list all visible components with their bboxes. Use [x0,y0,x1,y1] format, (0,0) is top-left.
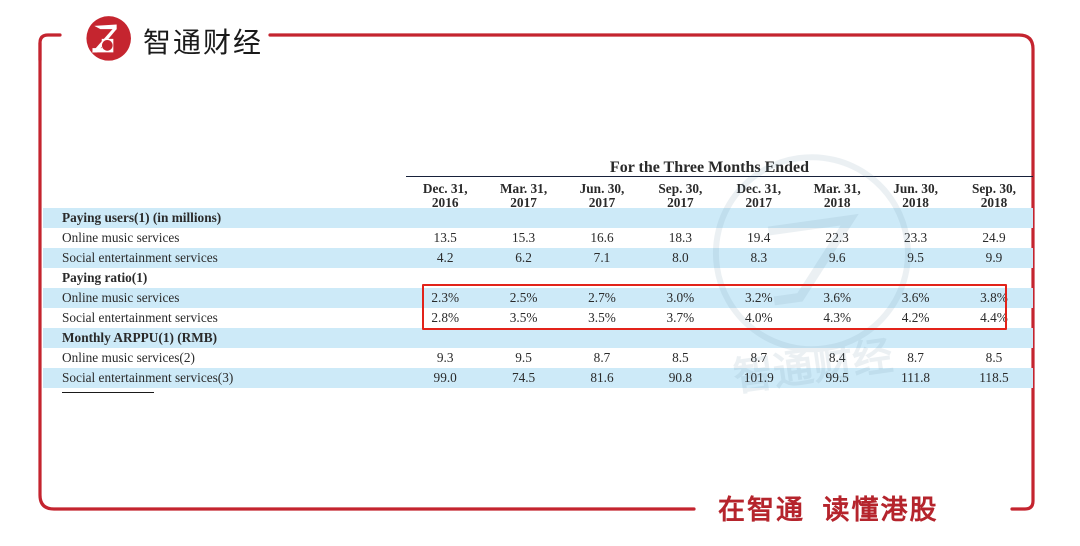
svg-text:智通财经: 智通财经 [731,334,896,400]
